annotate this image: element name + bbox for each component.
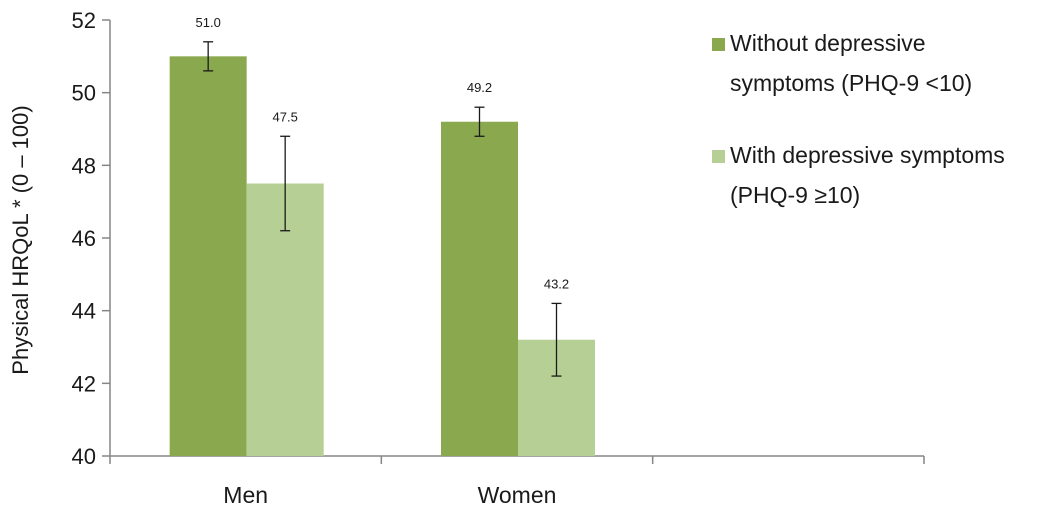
- y-tick-label: 46: [72, 226, 96, 251]
- x-category-label: Women: [478, 482, 557, 507]
- y-tick-label: 40: [72, 444, 96, 469]
- y-tick-label: 42: [72, 371, 96, 396]
- data-label: 47.5: [273, 109, 298, 124]
- bar: [441, 121, 518, 456]
- y-tick-label: 50: [72, 81, 96, 106]
- data-label: 43.2: [544, 276, 569, 291]
- y-tick-label: 44: [72, 299, 96, 324]
- legend-label: Without depressive: [730, 30, 926, 56]
- legend-label: symptoms (PHQ-9 <10): [730, 70, 972, 96]
- legend-label: (PHQ-9 ≥10): [730, 182, 860, 208]
- y-tick-label: 52: [72, 8, 96, 33]
- data-label: 51.0: [196, 15, 221, 30]
- y-axis-title: Physical HRQoL * (0 – 100): [8, 105, 33, 374]
- legend-swatch: [712, 38, 725, 51]
- legend-swatch: [712, 150, 725, 163]
- y-tick-label: 48: [72, 153, 96, 178]
- bar: [169, 56, 247, 456]
- data-label: 49.2: [467, 80, 492, 95]
- x-category-label: Men: [223, 482, 268, 507]
- bars: 51.0 47.5 49.2 43.2: [169, 15, 595, 456]
- axes: 40 42 44 46 48 50 52 Men Women: [72, 8, 925, 507]
- legend: Without depressive symptoms (PHQ-9 <10) Wi…: [712, 30, 1005, 208]
- legend-label: With depressive symptoms: [730, 142, 1005, 168]
